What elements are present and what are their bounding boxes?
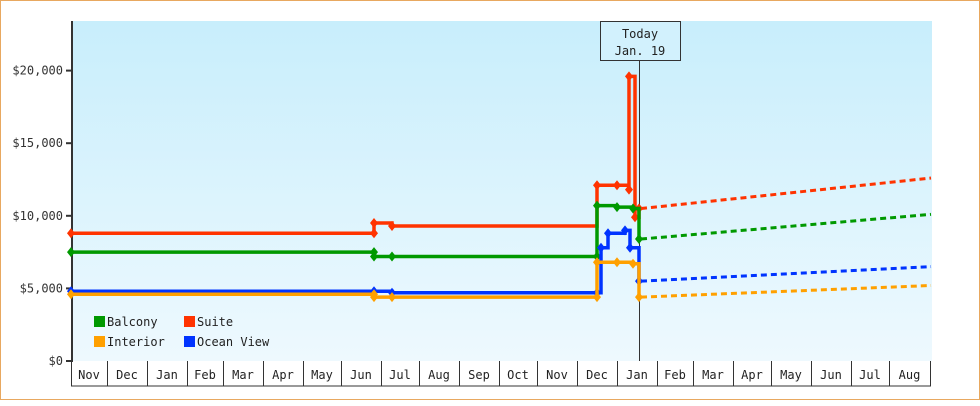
x-tick-label: Oct	[507, 368, 529, 382]
x-tick-label: Aug	[899, 368, 921, 382]
data-point[interactable]	[635, 234, 643, 245]
forecast-line	[640, 176, 932, 211]
plot-area	[72, 21, 932, 361]
today-date: Jan. 19	[615, 44, 666, 58]
series-lines	[67, 71, 932, 303]
legend-swatch	[94, 336, 105, 347]
x-tick-label: Jul	[859, 368, 881, 382]
data-point[interactable]	[593, 292, 601, 303]
data-point[interactable]	[370, 292, 378, 303]
x-tick-label: Dec	[116, 368, 138, 382]
x-tick-label: May	[311, 368, 333, 382]
legend-swatch	[184, 336, 195, 347]
data-point[interactable]	[604, 228, 612, 239]
x-tick-label: Feb	[664, 368, 686, 382]
x-tick-label: Sep	[468, 368, 490, 382]
data-point[interactable]	[370, 251, 378, 262]
data-point[interactable]	[625, 71, 633, 82]
y-tick-label: $5,000	[20, 281, 63, 295]
data-point[interactable]	[597, 242, 605, 253]
data-point[interactable]	[613, 202, 621, 213]
x-axis: Nov Dec Jan Feb Mar Apr May Jun Jul Aug Sep Oct Nov D…	[71, 361, 931, 387]
x-tick-label: Apr	[741, 368, 763, 382]
data-point[interactable]	[388, 220, 396, 231]
x-tick-label: Jun	[820, 368, 842, 382]
forecast-line	[640, 212, 932, 241]
y-tick-label: $10,000	[12, 209, 63, 223]
data-point[interactable]	[631, 212, 639, 223]
data-point[interactable]	[593, 251, 601, 262]
x-tick-label: Aug	[428, 368, 450, 382]
data-point[interactable]	[388, 292, 396, 303]
x-tick-label: Nov	[546, 368, 568, 382]
data-point[interactable]	[635, 292, 643, 303]
data-point[interactable]	[67, 247, 75, 258]
legend-swatch	[94, 316, 105, 327]
legend-swatch	[184, 316, 195, 327]
x-tick-label: Jan	[626, 368, 648, 382]
data-point[interactable]	[629, 203, 637, 214]
legend-label: Balcony	[107, 315, 158, 329]
data-point[interactable]	[625, 184, 633, 195]
forecast-line	[640, 283, 932, 299]
data-point[interactable]	[629, 258, 637, 269]
data-point[interactable]	[388, 251, 396, 262]
x-tick-label: May	[780, 368, 802, 382]
legend-label: Interior	[107, 335, 165, 349]
legend-label: Ocean View	[197, 335, 270, 349]
data-point[interactable]	[621, 225, 629, 236]
y-tick-label: $15,000	[12, 136, 63, 150]
data-point[interactable]	[67, 289, 75, 300]
legend: Balcony Suite Interior Ocean View	[94, 315, 270, 349]
y-tick-label: $20,000	[12, 64, 63, 78]
x-tick-label: Mar	[702, 368, 724, 382]
y-tick-label: $0	[49, 354, 63, 368]
data-point[interactable]	[370, 228, 378, 239]
x-tick-label: Dec	[586, 368, 608, 382]
x-tick-label: Jan	[156, 368, 178, 382]
x-tick-label: Jul	[389, 368, 411, 382]
x-tick-label: Nov	[78, 368, 100, 382]
x-tick-label: Jun	[350, 368, 372, 382]
data-point[interactable]	[626, 242, 634, 253]
data-point[interactable]	[370, 218, 378, 229]
legend-label: Suite	[197, 315, 233, 329]
data-point[interactable]	[593, 257, 601, 268]
data-point[interactable]	[67, 228, 75, 239]
data-point[interactable]	[593, 200, 601, 211]
x-tick-label: Mar	[232, 368, 254, 382]
data-point[interactable]	[613, 257, 621, 268]
y-axis: $0 $5,000 $10,000 $15,000 $20,000	[12, 21, 73, 368]
x-tick-label: Feb	[194, 368, 216, 382]
x-tick-label: Apr	[272, 368, 294, 382]
today-label: Today	[622, 27, 658, 41]
forecast-line	[640, 265, 932, 283]
data-point[interactable]	[593, 180, 601, 191]
data-point[interactable]	[613, 180, 621, 191]
